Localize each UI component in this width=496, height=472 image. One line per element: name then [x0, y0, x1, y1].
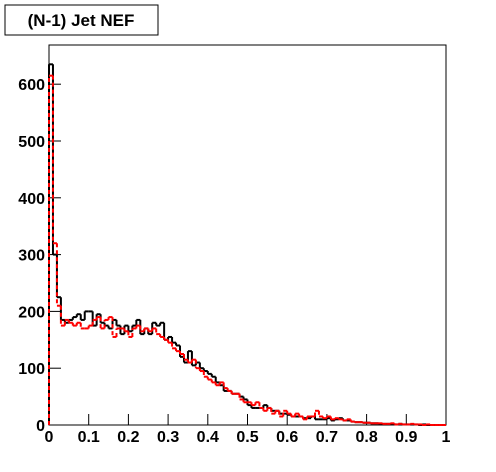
x-tick-label: 0.7	[316, 429, 338, 446]
x-tick-label: 0.3	[157, 429, 179, 446]
x-tick-label: 0.6	[276, 429, 298, 446]
title-box	[4, 4, 159, 36]
x-tick-label: 0.2	[117, 429, 139, 446]
x-tick-label: 0.4	[197, 429, 219, 446]
chart-title: (N-1) Jet NEF	[28, 11, 135, 30]
y-tick-label: 300	[18, 248, 45, 265]
x-tick-label: 0.9	[395, 429, 417, 446]
step-riser	[48, 64, 428, 425]
x-tick-label: 0.5	[236, 429, 258, 446]
x-tick-label: 0	[45, 429, 54, 446]
y-tick-label: 0	[36, 418, 45, 435]
y-tick-label: 200	[18, 304, 45, 321]
x-tick-label: 0.8	[355, 429, 377, 446]
y-tick-label: 100	[18, 361, 45, 378]
x-tick-label: 1	[442, 429, 451, 446]
y-tick-label: 600	[18, 77, 45, 94]
plot-frame	[48, 44, 447, 426]
x-tick-label: 0.1	[78, 429, 100, 446]
y-tick-label: 400	[18, 191, 45, 208]
y-tick-label: 500	[18, 134, 45, 151]
step-riser	[48, 75, 432, 425]
